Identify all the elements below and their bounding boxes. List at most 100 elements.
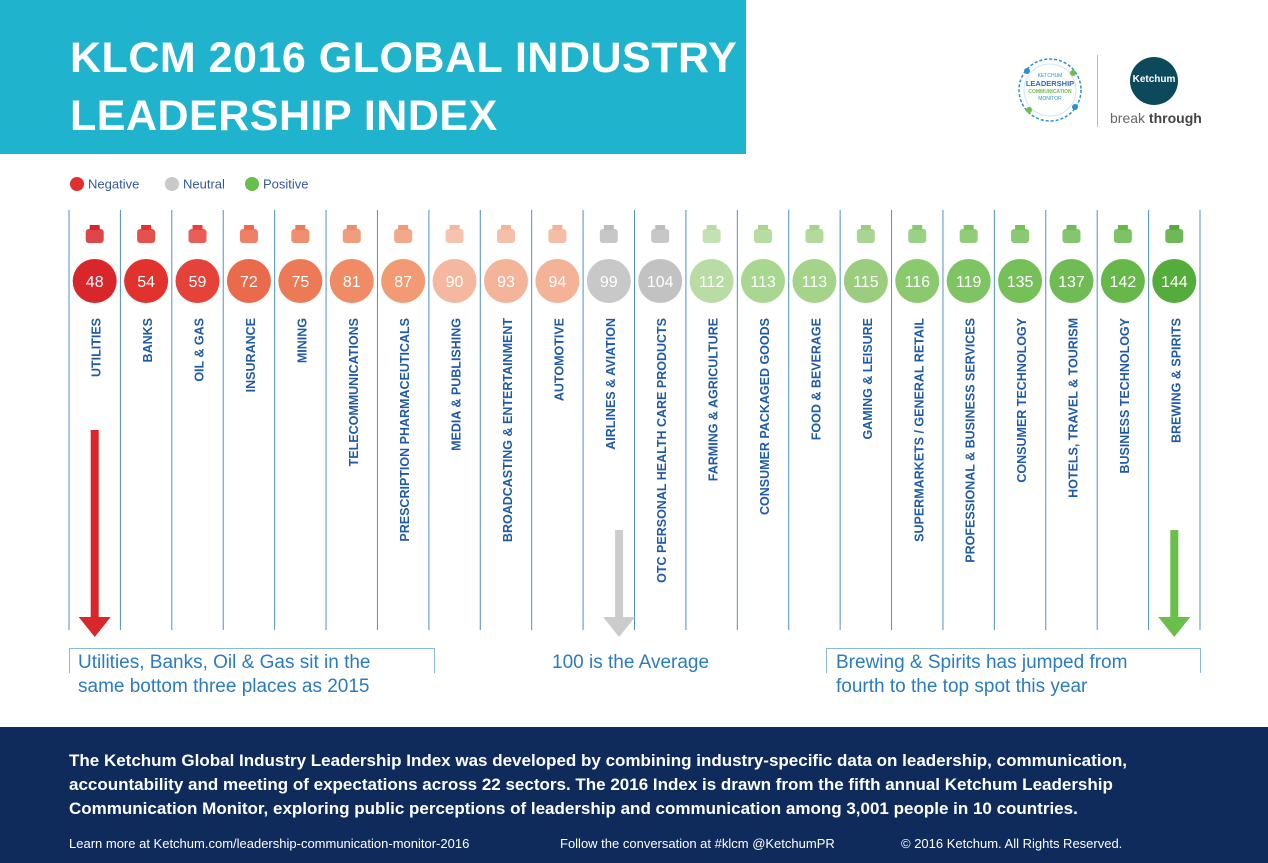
category-label: GAMING & LEISURE (861, 318, 875, 440)
legend-label: Negative (88, 176, 140, 192)
caption-right-line-2: fourth to the top spot this year (836, 676, 1088, 697)
value-circle (1100, 259, 1145, 303)
category-label: HOTELS, TRAVEL & TOURISM (1066, 318, 1080, 498)
value-circle (792, 259, 837, 303)
seal-sub-text: MONITOR (1038, 96, 1062, 102)
page-title-line-1: KLCM 2016 GLOBAL INDUSTRY (70, 34, 738, 82)
value-label: 115 (853, 274, 879, 291)
category-label: INSURANCE (244, 318, 258, 392)
logo-area: KETCHUM LEADERSHIP COMMUNICATION MONITOR… (1005, 45, 1215, 135)
industry-index-chart: 48 UTILITIES 54 BANKS 59 OIL & GAS 72 INSURANCE… (68, 210, 1201, 637)
value-label: 72 (240, 274, 258, 291)
car-icon (548, 225, 567, 243)
value-label: 59 (189, 274, 207, 291)
value-label: 142 (1110, 274, 1137, 291)
value-circle (741, 259, 786, 303)
value-label: 116 (904, 274, 930, 291)
suitcase-icon (1062, 225, 1081, 243)
caption-frame-right (826, 648, 1201, 673)
value-circle (638, 259, 683, 303)
category-label: BANKS (141, 318, 155, 362)
value-circle (998, 259, 1043, 303)
learn-more-link[interactable]: Learn more at Ketchum.com/leadership-com… (69, 836, 470, 851)
theater-masks-icon (496, 225, 515, 243)
value-circle (329, 259, 374, 303)
category-label: BROADCASTING & ENTERTAINMENT (501, 318, 515, 542)
tagline-part-1: break (1110, 110, 1146, 126)
monitor-icon (1113, 225, 1132, 243)
category-label: CONSUMER PACKAGED GOODS (758, 318, 772, 515)
ketchum-logo: Ketchum (1130, 57, 1178, 105)
tractor-icon (702, 225, 721, 243)
value-circle (895, 259, 940, 303)
pickaxe-icon (291, 225, 310, 243)
value-label: 94 (548, 274, 566, 291)
positive-arrow-shaft (1170, 530, 1179, 619)
newspaper-icon (445, 225, 464, 243)
value-circle (72, 259, 117, 303)
value-label: 144 (1161, 274, 1188, 291)
caption-left: Utilities, Banks, Oil & Gas sit in the s… (78, 651, 371, 699)
value-circle (689, 259, 734, 303)
negative-arrow-head (78, 617, 111, 637)
value-label: 90 (446, 274, 464, 291)
value-circle (946, 259, 991, 303)
category-label: PROFESSIONAL & BUSINESS SERVICES (964, 318, 978, 563)
value-label: 75 (291, 274, 309, 291)
shopping-cart-icon (908, 225, 927, 243)
value-circle (432, 259, 477, 303)
average-arrow-shaft (615, 530, 624, 619)
caption-center: 100 is the Average (552, 652, 710, 673)
legend-dot-icon (245, 176, 259, 191)
category-label: PRESCRIPTION PHARMACEUTICALS (398, 318, 412, 542)
tagline-part-2: through (1148, 110, 1202, 126)
value-label: 113 (750, 274, 776, 291)
airplane-icon (599, 225, 618, 243)
negative-arrow-shaft (90, 430, 99, 619)
klcm-seal-logo: KETCHUM LEADERSHIP COMMUNICATION MONITOR (1015, 55, 1085, 125)
satellite-dish-icon (342, 225, 361, 243)
oil-barrel-icon (188, 225, 207, 243)
value-label: 93 (497, 274, 515, 291)
caption-frame-left (69, 648, 435, 673)
mortar-pestle-icon (394, 225, 413, 243)
value-circle (1152, 259, 1197, 303)
value-label: 113 (802, 274, 828, 291)
category-label: AUTOMOTIVE (552, 318, 566, 401)
value-label: 135 (1007, 274, 1034, 291)
briefcase-icon (959, 225, 978, 243)
gamepad-icon (856, 225, 875, 243)
value-circle (124, 259, 169, 303)
category-label: FOOD & BEVERAGE (809, 318, 823, 440)
footer-description: The Ketchum Global Industry Leadership I… (69, 751, 1127, 818)
legend-dot-icon (165, 176, 179, 191)
power-plant-icon (85, 225, 104, 243)
follow-link[interactable]: Follow the conversation at #klcm @Ketchu… (560, 836, 835, 851)
value-circle (381, 259, 426, 303)
value-circle (278, 259, 323, 303)
value-label: 104 (647, 274, 674, 291)
category-label: CONSUMER TECHNOLOGY (1015, 317, 1029, 482)
category-label: UTILITIES (90, 318, 104, 377)
caption-left-line-2: same bottom three places as 2015 (78, 676, 370, 697)
legend-dot-icon (70, 176, 84, 191)
seal-main-text-2: COMMUNICATION (1028, 89, 1072, 95)
category-label: FARMING & AGRICULTURE (707, 318, 721, 481)
value-label: 112 (699, 274, 725, 291)
soap-bottle-icon (754, 225, 773, 243)
value-circle (483, 259, 528, 303)
legend-label: Neutral (183, 176, 225, 192)
value-label: 119 (956, 274, 982, 291)
average-arrow-head (603, 617, 636, 637)
category-label: BREWING & SPIRITS (1169, 318, 1183, 443)
value-circle (226, 259, 271, 303)
category-label: TELECOMMUNICATIONS (347, 318, 361, 466)
legend-label: Positive (263, 176, 309, 192)
copyright: © 2016 Ketchum. All Rights Reserved. (901, 836, 1123, 851)
page-title-line-2: LEADERSHIP INDEX (70, 92, 498, 140)
umbrella-icon (239, 225, 258, 243)
positive-arrow-head (1158, 617, 1191, 637)
logo-divider (1097, 55, 1098, 127)
value-label: 87 (394, 274, 412, 291)
caption-right: Brewing & Spirits has jumped from fourth… (836, 651, 1127, 699)
